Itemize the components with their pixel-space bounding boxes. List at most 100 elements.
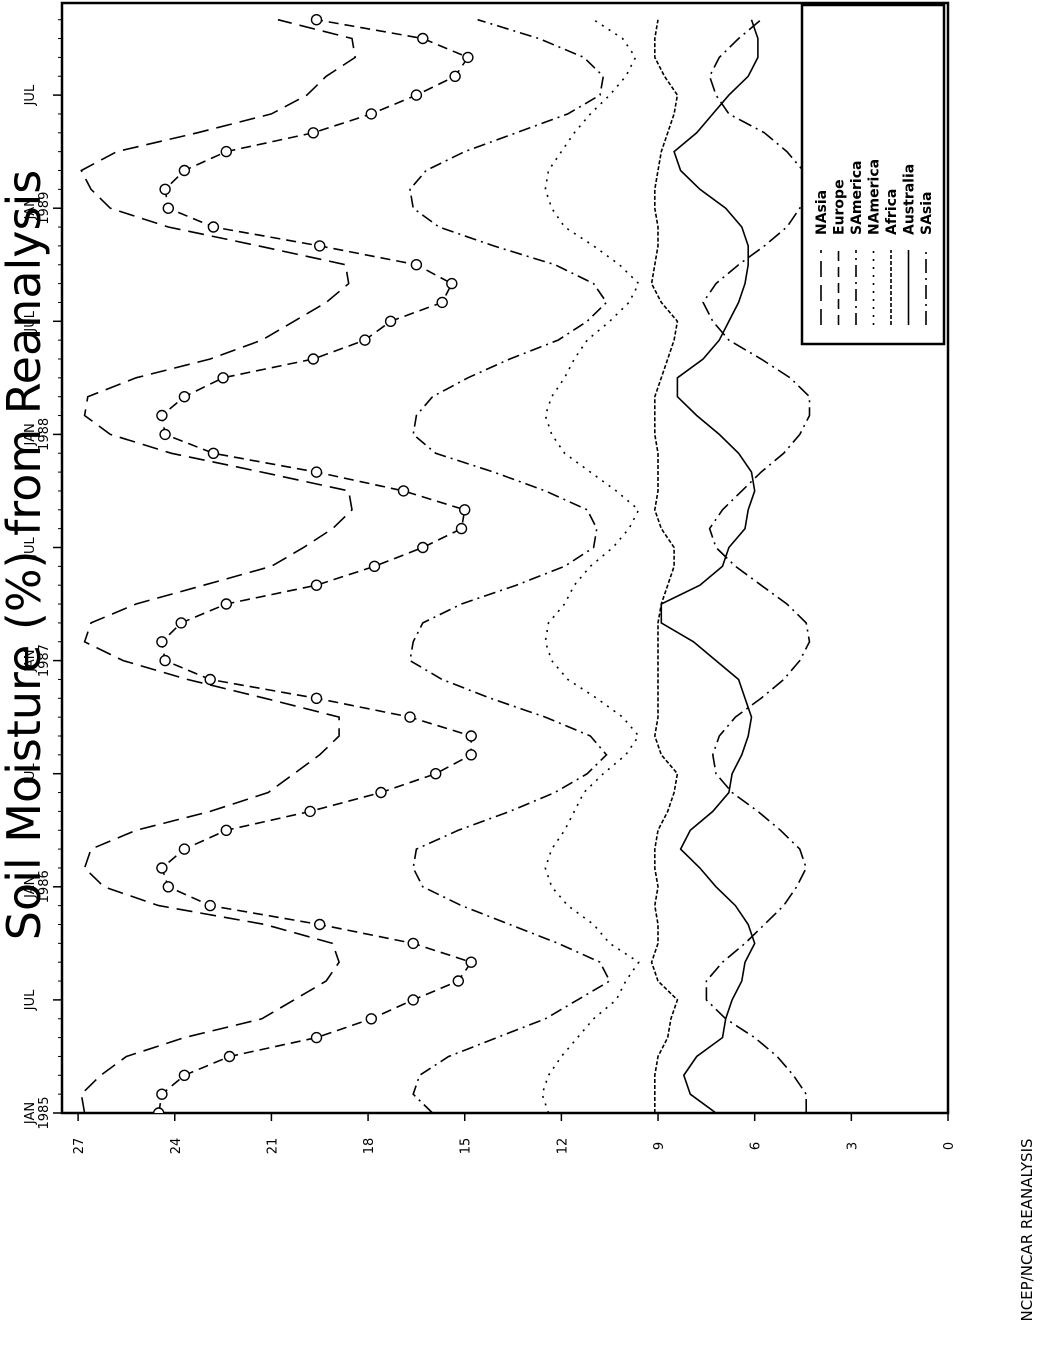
value-tick-label: 18 [362, 1138, 377, 1155]
time-tick-label: JUL [23, 536, 38, 558]
series-marker-europe [162, 202, 175, 214]
series-marker-europe [220, 598, 233, 610]
value-tick-label: 27 [72, 1138, 87, 1155]
series-marker-europe [162, 881, 175, 893]
series-marker-europe [159, 183, 171, 196]
series-line-namerica [541, 19, 640, 1113]
series-marker-europe [417, 32, 429, 45]
value-tick-label: 15 [459, 1138, 474, 1155]
series-marker-europe [459, 504, 471, 516]
series-marker-europe [404, 711, 416, 723]
series-marker-europe [436, 296, 448, 309]
series-marker-europe [156, 862, 168, 874]
series-marker-europe [178, 391, 191, 403]
series-line-nasia [80, 18, 357, 1113]
time-tick-label-line1: JUL [23, 763, 38, 785]
series-marker-europe [223, 1050, 236, 1063]
value-tick-label: 21 [265, 1138, 280, 1155]
time-tick-label: JUL [23, 310, 38, 332]
series-marker-europe [449, 70, 461, 83]
plot-frame [60, 1, 950, 1115]
series-marker-europe [314, 918, 326, 931]
time-tick-label-line1: JAN [23, 649, 38, 672]
legend-label-africa: Africa [884, 189, 900, 235]
legend-label-australia: Australia [902, 164, 918, 235]
series-line-samerica [409, 18, 611, 1113]
time-tick-label-line1: JAN [23, 423, 38, 446]
value-tick-label: 3 [845, 1142, 860, 1150]
time-tick-label-line1: JAN [23, 1102, 38, 1125]
series-marker-europe [452, 975, 464, 987]
time-tick-label: JAN1986 [23, 870, 52, 903]
time-tick-label-line2: 1989 [37, 192, 52, 225]
series-marker-europe [365, 108, 377, 120]
value-tick-label: 24 [169, 1138, 184, 1155]
series-marker-europe [368, 560, 381, 572]
series-marker-europe [407, 994, 419, 1006]
series-marker-europe [314, 240, 326, 252]
series-marker-europe [178, 843, 191, 855]
series-marker-europe [455, 522, 468, 535]
series-marker-europe [159, 654, 171, 667]
series-marker-europe [220, 824, 233, 836]
series-marker-europe [204, 899, 216, 912]
series-marker-europe [159, 428, 171, 441]
series-marker-europe [175, 617, 187, 629]
series-marker-europe [359, 334, 371, 346]
series-marker-europe [153, 1107, 165, 1113]
series-marker-europe [310, 466, 323, 478]
legend-label-europe: Europe [832, 179, 848, 235]
series-marker-europe [410, 259, 423, 271]
time-tick-label: JUL [23, 763, 38, 785]
series-marker-europe [204, 673, 216, 686]
time-tick-label: JUL [23, 989, 38, 1011]
value-tick-label: 9 [652, 1142, 667, 1150]
series-marker-europe [410, 89, 423, 101]
series-marker-europe [462, 51, 474, 64]
series-marker-europe [156, 409, 168, 422]
series-marker-europe [310, 1031, 323, 1044]
series-line-sasia [702, 19, 811, 1113]
series-marker-europe [307, 353, 319, 365]
time-tick-label-line1: JUL [23, 536, 38, 558]
time-tick-label-line1: JAN [23, 197, 38, 220]
series-marker-europe [446, 277, 458, 290]
series-marker-europe [310, 14, 323, 26]
series-group [80, 14, 811, 1113]
series-marker-europe [465, 956, 477, 968]
time-tick-label: JAN1989 [23, 192, 52, 225]
series-marker-europe [220, 145, 233, 158]
series-marker-europe [465, 730, 477, 742]
legend-box [800, 3, 946, 346]
series-marker-europe [217, 372, 229, 384]
series-marker-europe [304, 805, 316, 818]
value-tick-label: 6 [749, 1142, 764, 1150]
series-marker-europe [310, 579, 323, 591]
series-marker-europe [156, 636, 168, 648]
chart-title: Soil Moisture (%) from Reanalysis [0, 170, 51, 940]
series-marker-europe [417, 541, 429, 554]
time-tick-label: JAN1988 [23, 418, 52, 451]
series-marker-europe [178, 164, 191, 177]
time-tick-label-line1: JAN [23, 876, 38, 899]
legend-label-sasia: SAsia [919, 192, 935, 236]
series-marker-europe [465, 749, 477, 761]
time-tick-label-line2: 1987 [37, 644, 52, 677]
series-marker-europe [178, 1069, 191, 1082]
time-tick-label-line2: 1986 [37, 870, 52, 903]
series-marker-europe [307, 127, 319, 139]
time-tick-label-line1: JUL [23, 310, 38, 332]
series-marker-europe [375, 786, 387, 799]
series-line-australia [660, 19, 759, 1113]
series-marker-europe [407, 937, 419, 950]
time-tick-label-line1: JUL [23, 84, 38, 106]
value-tick-label: 0 [942, 1142, 957, 1150]
time-tick-label: JUL [23, 84, 38, 106]
series-marker-europe [156, 1088, 168, 1100]
credit-label: NCEP/NCAR REANALYSIS [1018, 1138, 1036, 1321]
time-tick-label-line1: JUL [23, 989, 38, 1011]
time-tick-label-line2: 1985 [37, 1096, 52, 1129]
time-tick-label: JAN1987 [23, 644, 52, 677]
